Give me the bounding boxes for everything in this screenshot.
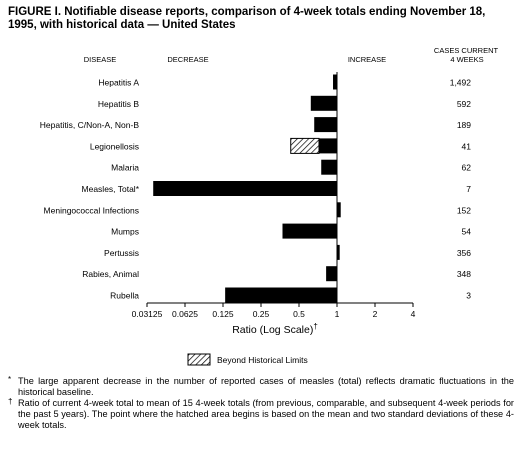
x-tick-label: 0.0625 <box>172 309 198 319</box>
cases-value: 3 <box>466 291 471 301</box>
x-tick-label: 0.125 <box>212 309 234 319</box>
figure-title: FIGURE I. Notifiable disease reports, co… <box>8 6 486 31</box>
footnote-mark: † <box>8 397 13 406</box>
bar <box>337 244 340 260</box>
category-label: Malaria <box>111 163 139 173</box>
header-disease: DISEASE <box>84 55 117 64</box>
cases-value: 7 <box>466 184 471 194</box>
bar <box>282 223 337 239</box>
category-label: Legionellosis <box>90 141 139 151</box>
bar <box>225 287 337 303</box>
bar-hatched-segment <box>290 137 320 154</box>
x-axis-label: Ratio (Log Scale)† <box>232 322 318 336</box>
cases-value: 54 <box>462 227 472 237</box>
category-label: Pertussis <box>104 248 139 258</box>
x-tick-label: 2 <box>373 309 378 319</box>
bar <box>333 74 337 90</box>
x-tick-label: 1 <box>335 309 340 319</box>
category-label: Hepatitis B <box>98 99 139 109</box>
category-label: Measles, Total* <box>82 184 140 194</box>
cases-value: 152 <box>457 205 471 215</box>
footnote-mark: * <box>8 375 12 384</box>
footnotes: * The large apparent decrease in the num… <box>8 375 514 431</box>
footnote-text: Ratio of current 4-week total to mean of… <box>18 398 514 430</box>
x-tick-label: 0.25 <box>253 309 270 319</box>
cases-value: 592 <box>457 99 471 109</box>
cases-value: 189 <box>457 120 471 130</box>
footnote-ratio: † Ratio of current 4-week total to mean … <box>8 397 514 431</box>
cases-value: 1,492 <box>450 78 472 88</box>
bar <box>310 95 337 111</box>
bar <box>321 159 337 175</box>
disease-ratio-chart: DISEASE DECREASE INCREASE CASES CURRENT … <box>40 46 500 366</box>
x-tick-label: 0.5 <box>293 309 305 319</box>
category-label: Rabies, Animal <box>82 269 139 279</box>
category-label: Rubella <box>110 291 139 301</box>
category-label: Meningococcal Infections <box>44 205 139 215</box>
category-label: Hepatitis A <box>98 78 139 88</box>
cases-value: 41 <box>462 141 472 151</box>
bar <box>153 181 337 196</box>
cases-value: 348 <box>457 269 471 279</box>
bar <box>326 266 337 282</box>
header-cases: CASES CURRENT 4 WEEKS <box>434 46 500 64</box>
bar <box>337 202 341 218</box>
header-increase: INCREASE <box>348 55 386 64</box>
x-axis-ticks: 0.03125 0.0625 0.125 0.25 0.5 1 2 4 <box>132 303 416 319</box>
footnote-measles: * The large apparent decrease in the num… <box>8 375 514 398</box>
bars-layer: Hepatitis A 1,492 Hepatitis B 592 Hepatitis,… <box>40 74 472 303</box>
bar <box>314 117 337 133</box>
category-label: Mumps <box>111 227 139 237</box>
footnote-text: The large apparent decrease in the numbe… <box>18 376 514 397</box>
x-tick-label: 4 <box>411 309 416 319</box>
header-decrease: DECREASE <box>167 55 208 64</box>
category-label: Hepatitis, C/Non-A, Non-B <box>40 120 140 130</box>
legend-hatched-swatch <box>187 353 211 366</box>
cases-value: 62 <box>462 163 472 173</box>
x-tick-label: 0.03125 <box>132 309 163 319</box>
cases-value: 356 <box>457 248 471 258</box>
legend-label: Beyond Historical Limits <box>217 355 308 365</box>
